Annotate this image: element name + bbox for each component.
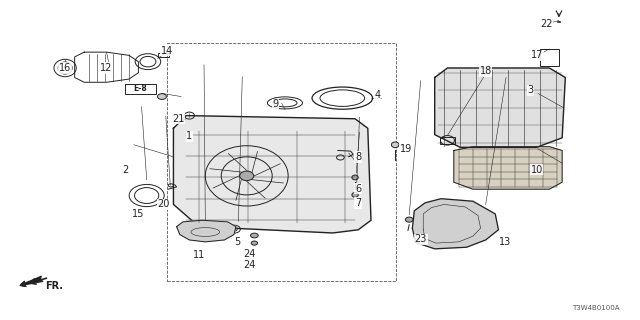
Text: 11: 11 [193, 250, 205, 260]
Text: 15: 15 [132, 209, 145, 219]
Text: 7: 7 [355, 198, 362, 208]
Text: 17: 17 [531, 50, 543, 60]
Text: FR.: FR. [45, 281, 63, 291]
Text: 19: 19 [400, 144, 412, 154]
Ellipse shape [392, 142, 399, 148]
Bar [157, 53, 169, 57]
Bar [540, 49, 559, 67]
Polygon shape [454, 147, 562, 189]
Text: 22: 22 [540, 19, 552, 28]
Polygon shape [173, 116, 371, 233]
Text: 14: 14 [161, 45, 173, 56]
Text: 10: 10 [531, 164, 543, 174]
Text: 5: 5 [234, 237, 240, 247]
Polygon shape [177, 220, 236, 242]
Text: 23: 23 [415, 234, 427, 244]
Text: 13: 13 [499, 237, 511, 247]
Ellipse shape [250, 233, 258, 238]
Ellipse shape [405, 217, 413, 222]
Ellipse shape [240, 171, 253, 180]
Ellipse shape [157, 94, 166, 100]
Ellipse shape [251, 241, 257, 245]
Polygon shape [412, 199, 499, 249]
Text: 9: 9 [273, 100, 278, 109]
Text: 16: 16 [59, 63, 71, 73]
Text: 18: 18 [479, 66, 492, 76]
Polygon shape [435, 68, 565, 147]
Text: 12: 12 [100, 63, 113, 73]
Text: 6: 6 [355, 184, 362, 194]
Text: 2: 2 [122, 164, 129, 174]
Text: 1: 1 [186, 131, 193, 141]
Text: 24: 24 [244, 260, 256, 270]
Bar [440, 137, 455, 144]
Ellipse shape [352, 193, 358, 197]
Text: 3: 3 [527, 85, 533, 95]
Text: 24: 24 [244, 249, 256, 259]
Ellipse shape [352, 175, 358, 180]
Text: E-8: E-8 [133, 84, 147, 93]
Bar [167, 43, 396, 281]
Text: 8: 8 [355, 152, 362, 162]
Text: T3W4B0100A: T3W4B0100A [572, 305, 620, 311]
Text: 20: 20 [157, 199, 170, 209]
Text: 4: 4 [374, 90, 380, 100]
FancyBboxPatch shape [125, 84, 156, 94]
Text: 21: 21 [172, 114, 185, 124]
